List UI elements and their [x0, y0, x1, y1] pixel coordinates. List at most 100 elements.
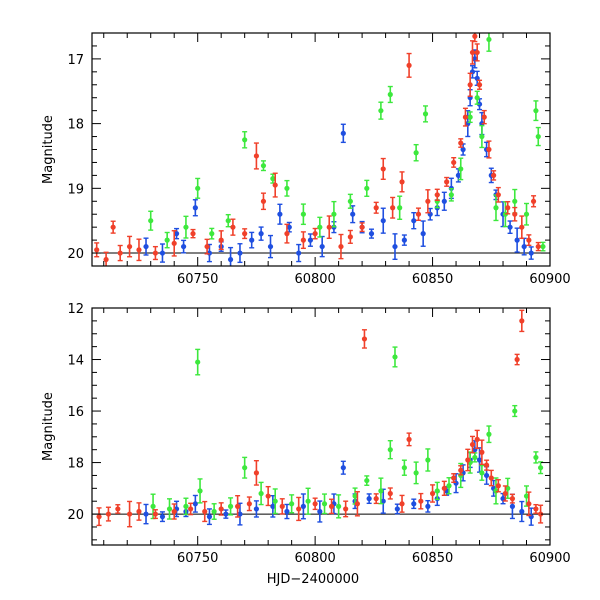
- data-point: [359, 224, 365, 230]
- data-point: [380, 498, 386, 504]
- data-point: [321, 501, 328, 507]
- data-point: [483, 472, 490, 479]
- y-axis-label: Magnitude: [41, 392, 56, 461]
- data-point: [192, 501, 198, 507]
- x-tick-label: 60800: [294, 551, 335, 566]
- data-point: [514, 356, 520, 363]
- data-point: [152, 511, 159, 517]
- data-point: [505, 205, 511, 211]
- data-point: [495, 192, 501, 198]
- data-point: [272, 182, 278, 188]
- data-point: [519, 318, 525, 324]
- data-point: [159, 514, 166, 520]
- data-point: [350, 211, 356, 217]
- data-point: [373, 205, 379, 211]
- data-point: [493, 205, 499, 211]
- data-point: [380, 218, 386, 224]
- y-tick-label: 16: [67, 405, 84, 420]
- data-point: [523, 211, 530, 217]
- data-point: [526, 501, 532, 507]
- data-point: [530, 198, 537, 204]
- data-point: [538, 465, 544, 471]
- data-point: [300, 211, 306, 217]
- data-point: [209, 231, 215, 237]
- data-point: [476, 457, 483, 463]
- data-point: [472, 33, 478, 39]
- data-point: [399, 501, 405, 507]
- plot-area: [92, 33, 550, 266]
- data-point: [227, 503, 234, 509]
- series-2: [150, 346, 544, 520]
- data-point: [479, 449, 485, 455]
- data-point: [307, 237, 314, 243]
- data-point: [533, 506, 539, 512]
- data-point: [340, 130, 346, 136]
- y-tick-label: 19: [67, 182, 84, 197]
- data-point: [103, 256, 109, 263]
- data-point: [486, 36, 492, 43]
- x-tick-label: 60750: [177, 272, 218, 287]
- data-point: [343, 506, 349, 512]
- data-point: [500, 496, 506, 502]
- data-point: [258, 490, 264, 497]
- data-point: [192, 205, 198, 211]
- panel-2: 60750 60800 60850 60900 12 14 16 18 20 Magnitude H…: [41, 302, 571, 587]
- series-3: [96, 309, 544, 528]
- data-point: [230, 224, 236, 230]
- data-point: [502, 490, 508, 497]
- data-point: [366, 496, 372, 502]
- data-point: [535, 133, 541, 140]
- data-point: [519, 508, 525, 515]
- data-point: [265, 493, 271, 499]
- data-point: [434, 488, 440, 494]
- data-point: [425, 198, 431, 204]
- data-point: [458, 166, 464, 172]
- data-point: [380, 166, 386, 172]
- data-point: [286, 224, 292, 230]
- data-point: [420, 231, 426, 237]
- data-point: [136, 508, 142, 515]
- data-point: [418, 498, 424, 504]
- data-point: [260, 198, 267, 204]
- data-point: [444, 179, 450, 185]
- data-point: [387, 91, 393, 98]
- data-point: [340, 465, 346, 471]
- data-point: [253, 153, 260, 159]
- data-point: [378, 108, 384, 114]
- data-point: [305, 498, 311, 504]
- data-point: [462, 114, 469, 120]
- data-point: [538, 511, 544, 517]
- data-point: [249, 237, 255, 243]
- data-point: [415, 211, 422, 217]
- data-point: [110, 224, 116, 230]
- data-point: [479, 133, 485, 140]
- x-tick-label: 60750: [177, 551, 218, 566]
- data-point: [479, 470, 485, 476]
- data-point: [425, 503, 431, 509]
- data-point: [143, 243, 149, 250]
- x-tick-label: 60850: [412, 551, 453, 566]
- data-point: [387, 490, 393, 497]
- data-point: [486, 146, 492, 153]
- data-point: [197, 488, 203, 494]
- data-point: [491, 172, 497, 178]
- data-point: [474, 75, 480, 81]
- y-tick-label: 17: [67, 53, 84, 68]
- data-point: [143, 511, 149, 517]
- data-point: [505, 485, 511, 491]
- data-point: [483, 462, 490, 468]
- y-axis-label: Magnitude: [41, 115, 56, 184]
- data-point: [387, 447, 393, 453]
- data-point: [512, 408, 518, 414]
- data-point: [289, 501, 295, 507]
- x-tick-label: 60900: [529, 551, 570, 566]
- data-point: [474, 49, 480, 56]
- data-point: [173, 231, 180, 237]
- data-point: [469, 49, 476, 56]
- data-point: [394, 506, 400, 512]
- data-point: [284, 231, 290, 237]
- data-point: [441, 485, 447, 491]
- data-point: [253, 470, 260, 476]
- data-point: [317, 508, 323, 515]
- y-tick-label: 12: [67, 302, 84, 317]
